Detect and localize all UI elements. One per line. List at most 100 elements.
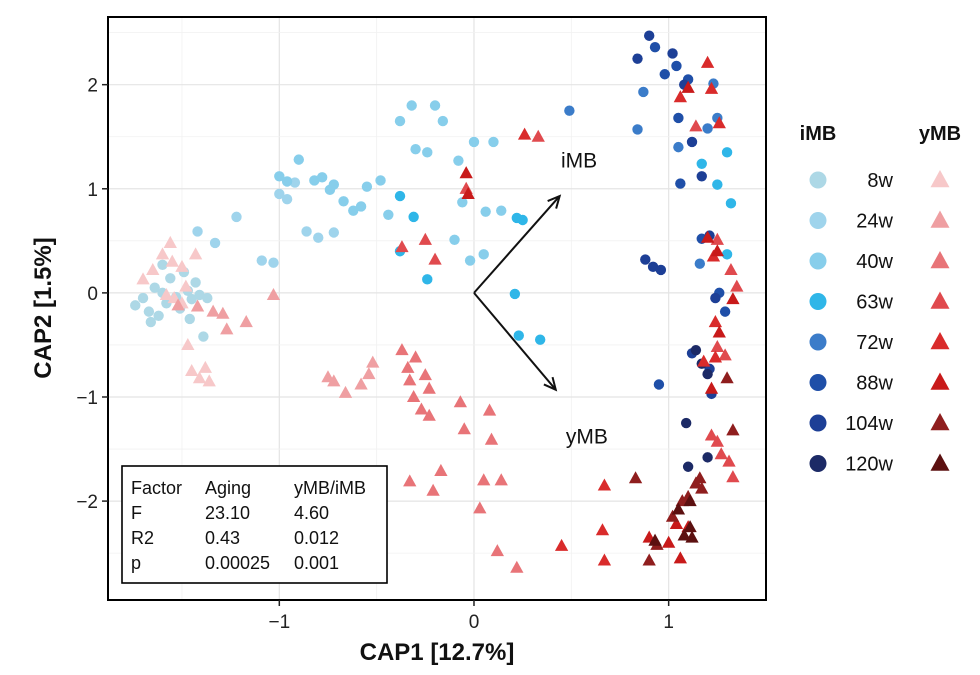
x-tick-label: 1 xyxy=(663,612,674,633)
point-imb-120w xyxy=(690,344,702,356)
point-ymb-104w xyxy=(726,423,740,436)
point-ymb-72w xyxy=(597,553,612,566)
point-imb-120w xyxy=(702,368,713,380)
point-ymb-63w xyxy=(730,279,744,292)
point-imb-40w xyxy=(355,201,367,212)
point-ymb-8w xyxy=(159,287,174,301)
point-imb-24w xyxy=(313,232,324,243)
legend-label-72w: 72w xyxy=(856,332,893,354)
point-ymb-88w xyxy=(669,517,684,530)
point-ymb-24w xyxy=(239,315,253,328)
y-axis-title: CAP2 [1.5%] xyxy=(30,237,57,378)
point-ymb-72w xyxy=(708,315,723,328)
point-ymb-63w xyxy=(418,232,432,245)
point-ymb-88w xyxy=(704,381,719,394)
point-ymb-8w xyxy=(165,254,179,267)
point-ymb-24w xyxy=(366,355,380,368)
point-ymb-24w xyxy=(327,374,341,387)
legend-ymb-120w xyxy=(930,453,950,471)
point-imb-104w xyxy=(632,53,643,64)
point-imb-40w xyxy=(449,234,460,245)
point-ymb-63w xyxy=(531,129,545,142)
point-ymb-40w xyxy=(403,474,417,487)
point-imb-104w xyxy=(643,30,655,41)
legend-imb-40w xyxy=(809,252,827,270)
arrow-ymb xyxy=(473,292,557,391)
data-points xyxy=(130,30,744,573)
point-ymb-63w xyxy=(395,240,409,253)
point-ymb-63w xyxy=(726,470,740,483)
point-imb-8w xyxy=(202,292,213,304)
point-ymb-72w xyxy=(697,354,711,367)
biplot-arrows: iMB yMB xyxy=(473,150,608,449)
legend-title-ymb: yMB xyxy=(919,123,961,145)
point-ymb-8w xyxy=(202,374,216,387)
point-ymb-8w xyxy=(146,262,160,276)
point-ymb-88w xyxy=(710,244,724,257)
point-imb-72w xyxy=(702,123,713,134)
legend-label-63w: 63w xyxy=(856,292,893,314)
point-imb-24w xyxy=(289,177,301,188)
point-imb-88w xyxy=(675,178,686,189)
point-imb-8w xyxy=(165,273,176,284)
point-ymb-72w xyxy=(708,350,723,363)
point-imb-72w xyxy=(638,86,649,98)
point-ymb-40w xyxy=(426,483,440,496)
point-imb-63w xyxy=(509,288,521,300)
point-ymb-24w xyxy=(190,299,205,312)
point-imb-24w xyxy=(328,227,340,238)
point-imb-120w xyxy=(702,452,713,463)
point-imb-8w xyxy=(153,310,164,321)
point-ymb-8w xyxy=(175,259,189,272)
point-ymb-24w xyxy=(216,306,230,319)
point-imb-8w xyxy=(194,289,205,301)
point-imb-8w xyxy=(130,300,141,311)
point-imb-24w xyxy=(192,226,203,237)
point-imb-88w xyxy=(649,41,661,53)
point-imb-40w xyxy=(464,255,476,266)
legend-ymb-104w xyxy=(930,413,950,431)
point-ymb-8w xyxy=(181,337,195,350)
plot-border xyxy=(107,16,767,601)
point-ymb-40w xyxy=(418,368,432,381)
point-imb-63w xyxy=(696,158,707,169)
point-ymb-40w xyxy=(395,343,409,356)
point-ymb-63w xyxy=(714,447,728,460)
point-ymb-88w xyxy=(712,325,726,338)
legend-ymb-24w xyxy=(930,210,950,228)
point-ymb-72w xyxy=(704,81,719,94)
point-imb-63w xyxy=(534,334,546,345)
point-imb-104w xyxy=(667,48,678,59)
point-imb-72w xyxy=(564,105,575,116)
point-ymb-24w xyxy=(171,298,185,311)
point-imb-104w xyxy=(710,292,721,304)
point-ymb-8w xyxy=(198,360,212,373)
arrow-imb xyxy=(473,195,561,294)
point-ymb-24w xyxy=(220,322,234,335)
legend-label-120w: 120w xyxy=(845,454,893,476)
y-tick-label: 2 xyxy=(87,76,98,97)
point-ymb-63w xyxy=(724,262,738,276)
point-ymb-63w xyxy=(704,428,719,441)
point-imb-63w xyxy=(725,198,737,209)
point-imb-40w xyxy=(410,144,421,155)
legend-imb-88w xyxy=(809,374,827,391)
point-imb-104w xyxy=(647,261,659,273)
legend-imb-24w xyxy=(809,212,827,229)
point-imb-40w xyxy=(309,175,320,186)
stats-cell: 0.012 xyxy=(294,528,339,548)
point-imb-40w xyxy=(488,136,499,148)
point-imb-72w xyxy=(673,141,684,153)
point-imb-63w xyxy=(513,330,524,341)
point-ymb-8w xyxy=(136,272,150,285)
point-ymb-88w xyxy=(673,551,687,564)
arrow-label-imb: iMB xyxy=(561,150,597,173)
point-imb-8w xyxy=(190,277,201,288)
point-imb-40w xyxy=(480,206,491,217)
point-imb-63w xyxy=(721,249,733,260)
stats-header-factor: Factor xyxy=(131,478,182,498)
legend-label-24w: 24w xyxy=(856,211,893,233)
point-ymb-40w xyxy=(422,408,436,421)
point-imb-8w xyxy=(145,316,157,328)
point-ymb-72w xyxy=(673,90,687,103)
